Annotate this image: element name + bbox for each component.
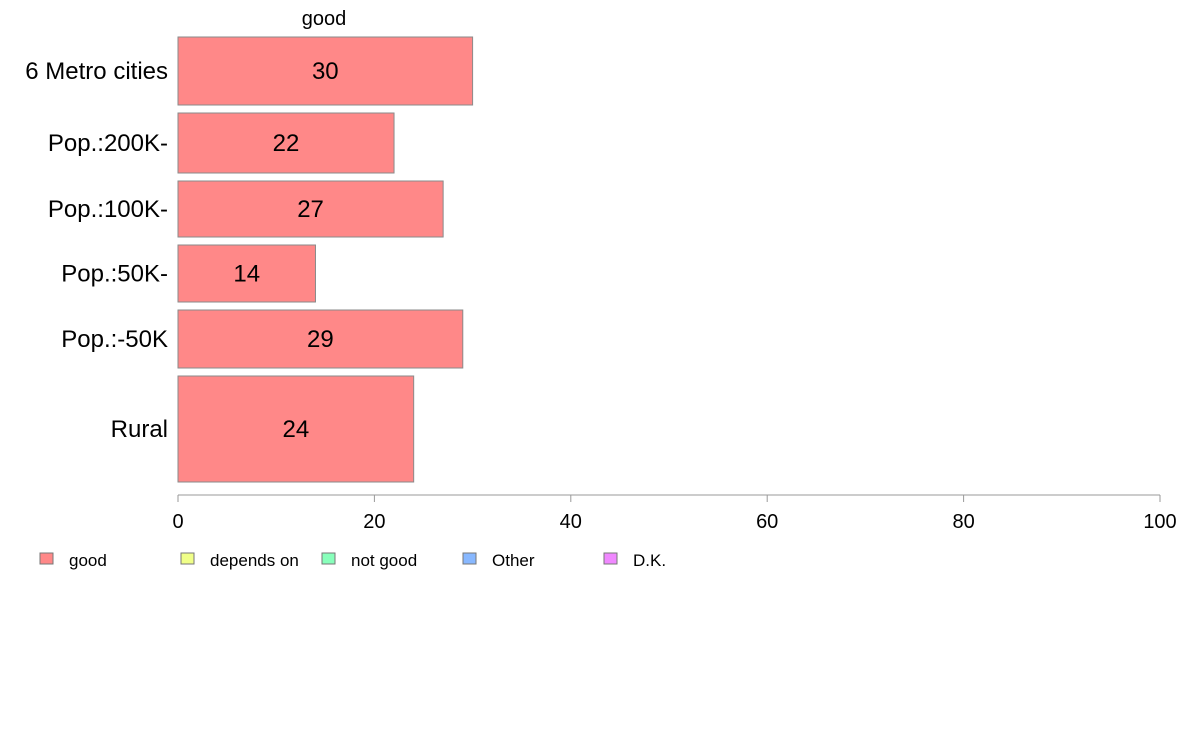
- legend-label: Other: [492, 551, 535, 570]
- category-label: Pop.:100K-: [48, 196, 168, 223]
- bar-value-label: 14: [233, 261, 260, 288]
- category-label: Pop.:50K-: [61, 261, 168, 288]
- bar: [177, 180, 444, 238]
- legend-swatch: [462, 552, 477, 565]
- x-tick-label: 20: [363, 511, 385, 533]
- bars-group: 30 6 Metro cities 22 Pop.:200K- 27 Pop.:100K-…: [25, 36, 474, 483]
- x-tick-label: 0: [172, 511, 183, 533]
- x-tick-label: 60: [756, 511, 778, 533]
- bar-value-label: 22: [273, 130, 300, 157]
- legend-swatch: [180, 552, 195, 565]
- legend-label: good: [69, 551, 107, 570]
- x-axis: 0 20 40 60 80 100: [172, 494, 1177, 533]
- bar: [177, 244, 316, 303]
- x-tick-label: 40: [560, 511, 582, 533]
- bar-value-label: 29: [307, 326, 334, 353]
- bar-value-label: 27: [297, 196, 324, 223]
- legend-swatch: [39, 552, 54, 565]
- legend-swatch: [321, 552, 336, 565]
- category-label: Rural: [111, 416, 168, 443]
- x-tick-label: 80: [952, 511, 974, 533]
- category-label: Pop.:-50K: [61, 326, 168, 353]
- bar: [177, 112, 395, 174]
- series-title: good: [302, 8, 347, 30]
- bar: [177, 309, 464, 369]
- legend-label: not good: [351, 551, 417, 570]
- bar: [177, 375, 415, 483]
- bar-value-label: 24: [282, 416, 309, 443]
- legend-label: D.K.: [633, 551, 666, 570]
- legend-swatch: [603, 552, 618, 565]
- category-label: 6 Metro cities: [25, 58, 168, 85]
- x-tick-label: 100: [1143, 511, 1176, 533]
- bar: [177, 36, 474, 106]
- category-label: Pop.:200K-: [48, 130, 168, 157]
- legend-label: depends on: [210, 551, 299, 570]
- bar-value-label: 30: [312, 58, 339, 85]
- legend: good depends on not good Other D.K.: [39, 551, 666, 570]
